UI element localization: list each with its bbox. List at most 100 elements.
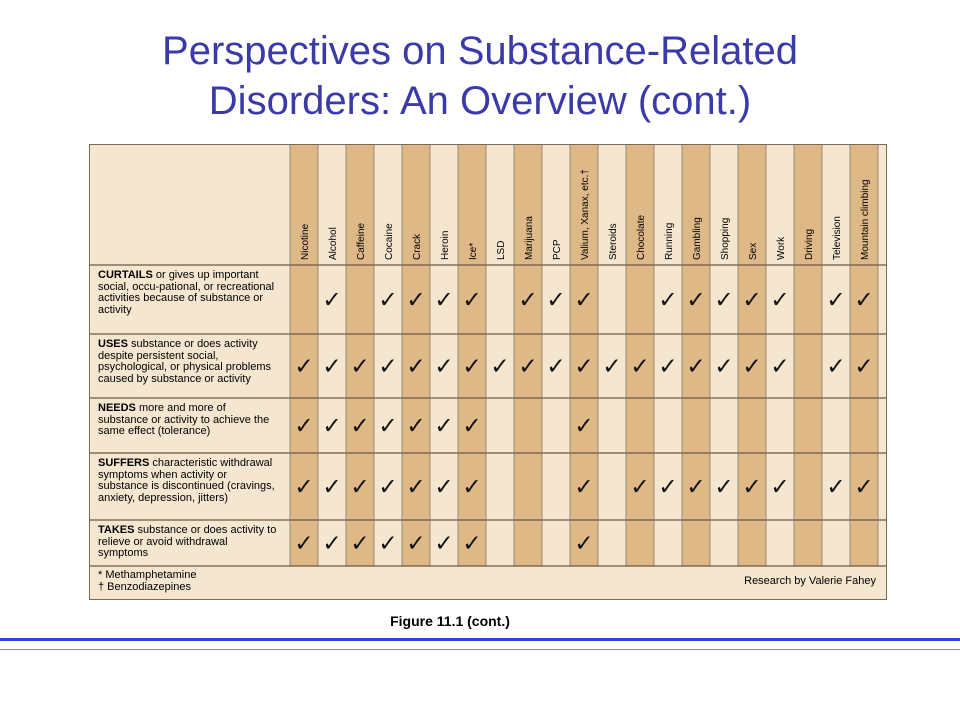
check-mark: ✓ bbox=[322, 354, 341, 380]
check-mark: ✓ bbox=[574, 414, 593, 440]
check-mark: ✓ bbox=[350, 414, 369, 440]
check-mark: ✓ bbox=[518, 288, 537, 314]
check-mark: ✓ bbox=[686, 288, 705, 314]
column-label: Chocolate bbox=[636, 215, 647, 260]
figure-caption: Figure 11.1 (cont.) bbox=[390, 613, 510, 629]
check-mark: ✓ bbox=[854, 475, 873, 501]
check-mark: ✓ bbox=[574, 354, 593, 380]
column-label: Steroids bbox=[608, 223, 619, 260]
check-mark: ✓ bbox=[462, 475, 481, 501]
column-label: Valium, Xanax, etc.† bbox=[580, 169, 591, 260]
column-stripe bbox=[402, 145, 430, 566]
row-description: SUFFERS characteristic withdrawal sympto… bbox=[98, 457, 278, 504]
column-stripe bbox=[682, 145, 710, 566]
check-mark: ✓ bbox=[490, 354, 509, 380]
check-mark: ✓ bbox=[630, 475, 649, 501]
column-label: Mountain climbing bbox=[860, 179, 871, 260]
check-mark: ✓ bbox=[406, 475, 425, 501]
check-mark: ✓ bbox=[826, 475, 845, 501]
row-keyword: USES bbox=[98, 338, 128, 350]
column-label: Sex bbox=[748, 243, 759, 260]
row-detail: more and more of substance or activity t… bbox=[98, 402, 270, 437]
check-mark: ✓ bbox=[322, 475, 341, 501]
column-label: Television bbox=[832, 216, 843, 260]
row-keyword: CURTAILS bbox=[98, 269, 153, 281]
check-mark: ✓ bbox=[378, 531, 397, 557]
column-label: Marijuana bbox=[524, 216, 535, 260]
check-mark: ✓ bbox=[434, 531, 453, 557]
check-mark: ✓ bbox=[770, 354, 789, 380]
check-mark: ✓ bbox=[294, 414, 313, 440]
column-stripe bbox=[570, 145, 598, 566]
research-credit: Research by Valerie Fahey bbox=[744, 575, 876, 587]
check-mark: ✓ bbox=[574, 475, 593, 501]
check-mark: ✓ bbox=[602, 354, 621, 380]
check-mark: ✓ bbox=[322, 288, 341, 314]
column-stripe bbox=[738, 145, 766, 566]
row-detail: characteristic withdrawal symptoms when … bbox=[98, 457, 275, 504]
column-label: Alcohol bbox=[328, 227, 339, 260]
column-stripe bbox=[626, 145, 654, 566]
column-stripe bbox=[794, 145, 822, 566]
column-label: Work bbox=[776, 236, 787, 260]
slide-title-line2: Disorders: An Overview (cont.) bbox=[208, 79, 752, 123]
check-mark: ✓ bbox=[658, 475, 677, 501]
check-mark: ✓ bbox=[406, 288, 425, 314]
column-label: Cocaine bbox=[384, 223, 395, 260]
check-mark: ✓ bbox=[658, 288, 677, 314]
column-label: PCP bbox=[552, 239, 563, 260]
row-keyword: NEEDS bbox=[98, 402, 136, 414]
check-mark: ✓ bbox=[686, 354, 705, 380]
check-mark: ✓ bbox=[434, 354, 453, 380]
check-mark: ✓ bbox=[378, 288, 397, 314]
row-keyword: SUFFERS bbox=[98, 457, 150, 469]
check-mark: ✓ bbox=[658, 354, 677, 380]
check-mark: ✓ bbox=[546, 354, 565, 380]
column-label: Crack bbox=[412, 233, 423, 260]
column-label: LSD bbox=[496, 241, 507, 260]
check-mark: ✓ bbox=[378, 475, 397, 501]
footer-rule-grey bbox=[0, 649, 960, 650]
check-mark: ✓ bbox=[406, 414, 425, 440]
check-mark: ✓ bbox=[714, 354, 733, 380]
check-mark: ✓ bbox=[742, 354, 761, 380]
check-mark: ✓ bbox=[854, 354, 873, 380]
check-mark: ✓ bbox=[770, 475, 789, 501]
column-label: Ice* bbox=[468, 243, 479, 260]
row-description: TAKES substance or does activity to reli… bbox=[98, 524, 278, 560]
check-mark: ✓ bbox=[826, 288, 845, 314]
footnotes: * Methamphetamine † Benzodiazepines bbox=[98, 569, 196, 593]
check-mark: ✓ bbox=[462, 288, 481, 314]
check-mark: ✓ bbox=[322, 414, 341, 440]
check-mark: ✓ bbox=[378, 354, 397, 380]
row-description: NEEDS more and more of substance or acti… bbox=[98, 402, 278, 438]
check-mark: ✓ bbox=[406, 531, 425, 557]
check-mark: ✓ bbox=[630, 354, 649, 380]
check-mark: ✓ bbox=[350, 475, 369, 501]
check-mark: ✓ bbox=[714, 288, 733, 314]
column-stripe bbox=[346, 145, 374, 566]
row-keyword: TAKES bbox=[98, 524, 135, 536]
row-detail: substance or does activity to relieve or… bbox=[98, 524, 277, 559]
check-mark: ✓ bbox=[462, 531, 481, 557]
column-label: Running bbox=[664, 223, 675, 260]
check-mark: ✓ bbox=[854, 288, 873, 314]
column-stripe bbox=[290, 145, 318, 566]
column-label: Gambling bbox=[692, 217, 703, 260]
check-mark: ✓ bbox=[294, 354, 313, 380]
column-label: Nicotine bbox=[300, 223, 311, 260]
column-stripe bbox=[850, 145, 878, 566]
check-mark: ✓ bbox=[546, 288, 565, 314]
check-mark: ✓ bbox=[686, 475, 705, 501]
table-grid: Nicotine Alcohol Caffeine Cocaine Crack Heroi… bbox=[90, 145, 886, 567]
check-mark: ✓ bbox=[574, 531, 593, 557]
footer-rule-blue bbox=[0, 638, 960, 641]
column-label: Shopping bbox=[720, 218, 731, 260]
column-label: Caffeine bbox=[356, 222, 367, 260]
footnote-methamphetamine: * Methamphetamine bbox=[98, 569, 197, 581]
check-mark: ✓ bbox=[742, 288, 761, 314]
check-mark: ✓ bbox=[742, 475, 761, 501]
check-mark: ✓ bbox=[826, 354, 845, 380]
check-mark: ✓ bbox=[406, 354, 425, 380]
check-mark: ✓ bbox=[518, 354, 537, 380]
